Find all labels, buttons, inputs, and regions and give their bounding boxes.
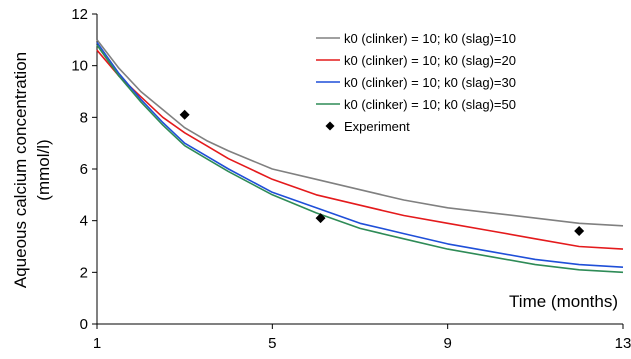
legend: k0 (clinker) = 10; k0 (slag)=10 k0 (clink…	[316, 31, 516, 134]
y-tick-label: 4	[80, 213, 88, 230]
legend-label-2: k0 (clinker) = 10; k0 (slag)=20	[344, 53, 516, 68]
y-tick-label: 0	[80, 316, 88, 333]
x-tick-label: 13	[615, 335, 631, 352]
y-axis-title-line2: (mmol/l)	[34, 139, 53, 200]
series-lines	[96, 39, 624, 274]
experiment-point-1	[179, 109, 190, 120]
legend-label-1: k0 (clinker) = 10; k0 (slag)=10	[344, 31, 516, 46]
y-tick-label: 2	[80, 264, 88, 281]
series-line-1	[96, 39, 624, 227]
legend-label-3: k0 (clinker) = 10; k0 (slag)=30	[344, 75, 516, 90]
y-axis-title: Aqueous calcium concentration (mmol/l)	[11, 52, 53, 288]
x-tick-label: 5	[268, 335, 276, 352]
y-axis-title-line1: Aqueous calcium concentration	[11, 52, 30, 288]
experiment-points	[179, 109, 585, 236]
x-ticks: 1 5 9 13	[93, 324, 631, 352]
legend-label-4: k0 (clinker) = 10; k0 (slag)=50	[344, 97, 516, 112]
legend-swatch-experiment	[325, 121, 335, 131]
x-tick-label: 1	[93, 335, 101, 352]
y-tick-label: 6	[80, 161, 88, 178]
y-tick-label: 12	[71, 6, 88, 23]
y-tick-label: 8	[80, 109, 88, 126]
x-axis-title: Time (months)	[509, 292, 618, 311]
series-line-4	[96, 44, 624, 274]
y-tick-label: 10	[71, 58, 88, 75]
experiment-point-2	[315, 213, 326, 224]
series-line-2	[96, 49, 624, 250]
experiment-point-3	[574, 226, 585, 236]
legend-label-experiment: Experiment	[344, 119, 410, 134]
x-tick-label: 9	[443, 335, 451, 352]
series-line-3	[96, 41, 624, 268]
y-ticks: 0 2 4 6 8 10 12	[71, 6, 97, 333]
